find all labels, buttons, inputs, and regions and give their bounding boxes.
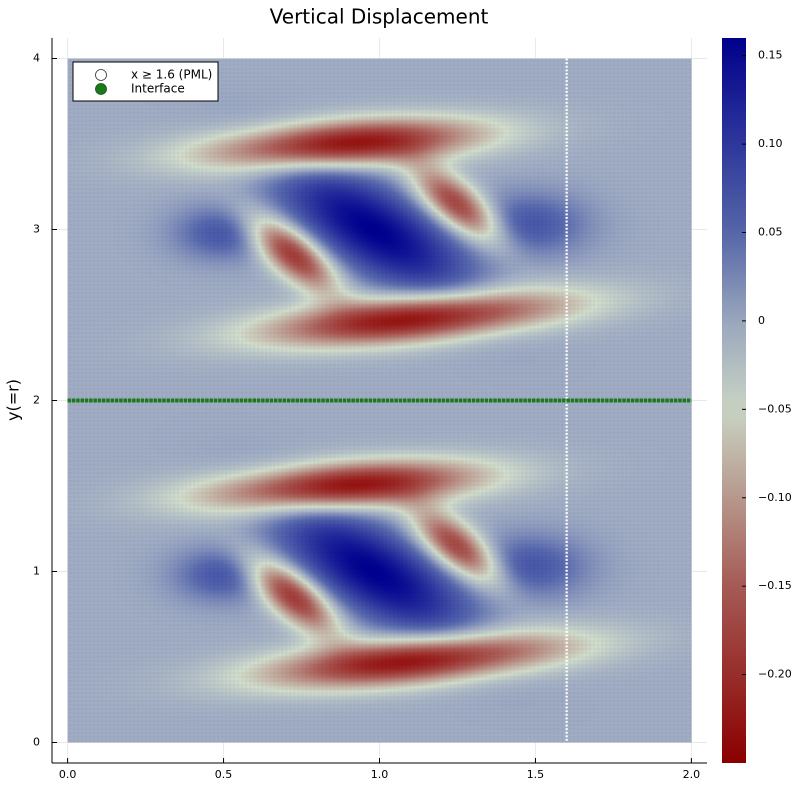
y-tick-label-2: 2 — [33, 394, 40, 407]
plot-frame: 0.0 0.5 1.0 1.5 2.0 0 1 2 3 4 — [33, 38, 707, 781]
colorbar: 0.15 0.10 0.05 0 −0.05 −0.10 −0.15 −0.20 — [722, 38, 792, 763]
y-tick-label-3: 3 — [33, 223, 40, 236]
colorbar-tick-label-7: −0.20 — [758, 668, 792, 681]
colorbar-tick-label-0: 0.15 — [758, 49, 783, 62]
colorbar-tick-label-3: 0 — [758, 314, 765, 327]
legend-marker-interface — [95, 83, 107, 95]
x-tick-label-1: 0.5 — [215, 768, 233, 781]
legend: x ≥ 1.6 (PML) Interface — [72, 61, 219, 102]
colorbar-tick-label-4: −0.05 — [758, 402, 792, 415]
x-tick-label-0: 0.0 — [59, 768, 77, 781]
legend-label-interface: Interface — [131, 82, 185, 96]
chart-title: Vertical Displacement — [270, 5, 489, 29]
y-tick-label-4: 4 — [33, 52, 40, 65]
y-tick-label-0: 0 — [33, 735, 40, 748]
y-axis-label: y(=r) — [4, 379, 23, 421]
y-tick-label-1: 1 — [33, 564, 40, 577]
legend-marker-pml — [95, 69, 107, 81]
legend-label-pml: x ≥ 1.6 (PML) — [131, 68, 212, 82]
x-tick-label-2: 1.0 — [371, 768, 389, 781]
colorbar-tick-label-6: −0.15 — [758, 579, 792, 592]
x-tick-label-4: 2.0 — [683, 768, 701, 781]
legend-box — [72, 61, 219, 102]
x-tick-label-3: 1.5 — [527, 768, 545, 781]
colorbar-tick-label-1: 0.10 — [758, 137, 783, 150]
colorbar-tick-label-2: 0.05 — [758, 226, 783, 239]
colorbar-tick-label-5: −0.10 — [758, 491, 792, 504]
axes-layer: 0.0 0.5 1.0 1.5 2.0 0 1 2 3 4 — [33, 38, 707, 781]
colorbar-gradient — [722, 38, 746, 763]
colorbar-ticks: 0.15 0.10 0.05 0 −0.05 −0.10 −0.15 −0.20 — [742, 49, 792, 681]
